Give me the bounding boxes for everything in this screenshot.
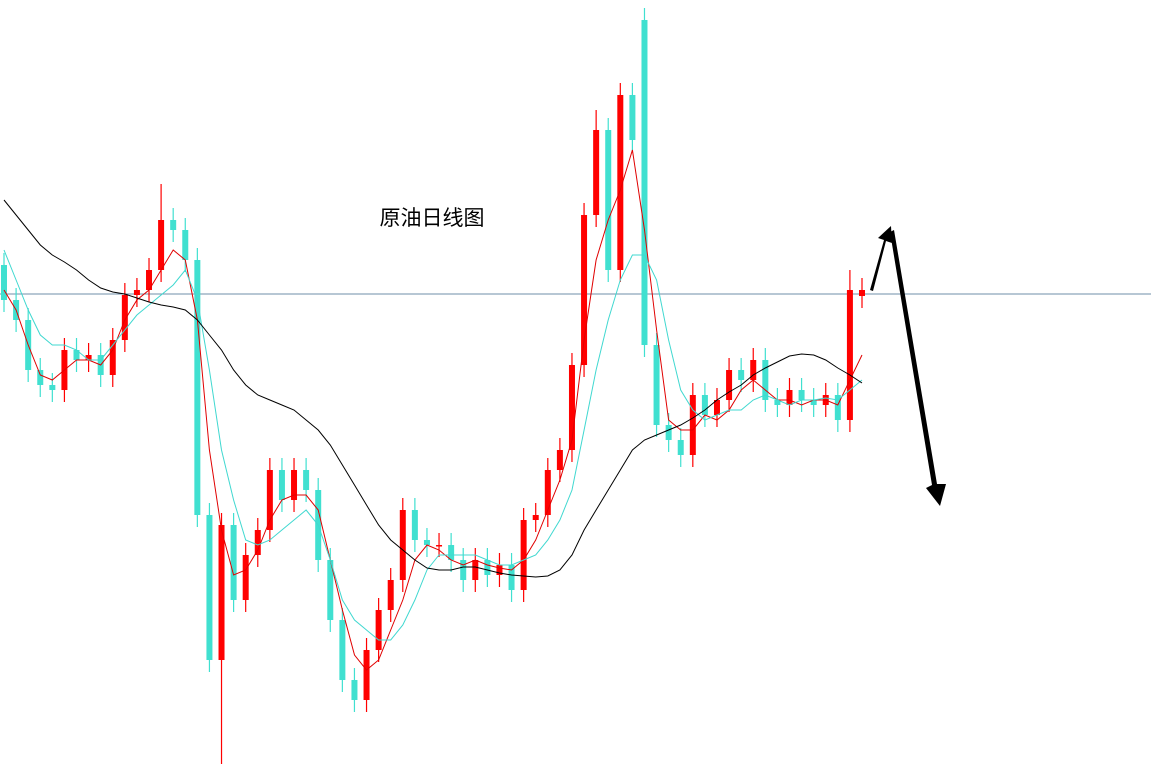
candle-body	[617, 95, 624, 270]
candle-body	[641, 20, 648, 345]
chart-title: 原油日线图	[380, 206, 485, 230]
candle-body	[230, 525, 237, 600]
candle-body	[278, 470, 285, 500]
candle-body	[218, 525, 225, 660]
candle-body	[472, 560, 479, 580]
candle-body	[158, 220, 165, 270]
candle-body	[291, 470, 298, 500]
candle-body	[121, 295, 128, 340]
candle-body	[206, 515, 213, 660]
arrow-down	[890, 230, 946, 506]
candle-body	[798, 390, 805, 400]
moving-average	[3, 149, 863, 671]
candle-body	[85, 355, 92, 360]
candle-body	[73, 350, 80, 360]
candle-body	[484, 560, 491, 575]
candle-body	[133, 290, 140, 295]
candle-body	[689, 395, 696, 455]
candle-body	[351, 680, 358, 700]
candle-body	[665, 425, 672, 440]
candle-body	[750, 360, 757, 380]
candle-body	[605, 130, 612, 270]
candle-body	[375, 610, 382, 650]
candle-body	[496, 565, 503, 575]
candle-body	[339, 620, 346, 680]
candle-body	[266, 470, 273, 530]
candle-body	[774, 400, 781, 405]
candle-body	[846, 290, 853, 420]
candle-body	[713, 400, 720, 415]
moving-average	[3, 199, 863, 578]
moving-average	[3, 249, 863, 641]
candles	[1, 8, 865, 764]
candle-body	[762, 360, 769, 400]
candle-body	[460, 560, 467, 580]
candle-body	[146, 270, 153, 290]
candle-body	[327, 560, 334, 620]
candle-body	[387, 580, 394, 610]
candle-body	[653, 345, 660, 425]
candle-body	[1, 265, 7, 300]
candle-body	[242, 555, 249, 600]
candle-body	[436, 545, 443, 547]
candle-body	[859, 290, 865, 296]
candle-body	[726, 370, 733, 400]
candle-body	[532, 515, 539, 520]
candle-body	[738, 370, 745, 380]
candle-body	[170, 220, 177, 230]
candle-body	[411, 510, 418, 540]
candle-body	[109, 340, 116, 375]
candle-body	[544, 470, 551, 515]
candle-body	[363, 650, 370, 700]
candle-body	[581, 215, 588, 365]
candle-body	[701, 395, 708, 415]
candle-body	[629, 95, 636, 140]
candle-body	[303, 470, 310, 490]
candle-body	[508, 565, 515, 590]
candle-body	[834, 395, 841, 420]
candle-body	[568, 365, 575, 450]
candle-body	[37, 370, 44, 385]
candle-body	[194, 260, 201, 515]
candle-body	[182, 230, 189, 260]
candle-body	[593, 130, 600, 215]
candle-body	[448, 545, 455, 560]
candle-body	[786, 390, 793, 405]
candle-body	[810, 400, 817, 405]
candle-body	[556, 450, 563, 470]
candle-body	[677, 440, 684, 455]
candle-body	[49, 385, 56, 390]
candle-body	[520, 520, 527, 590]
arrows	[870, 226, 946, 506]
candle-body	[399, 510, 406, 580]
candle-body	[254, 530, 261, 555]
candle-body	[423, 540, 430, 545]
arrow-up	[870, 226, 892, 291]
